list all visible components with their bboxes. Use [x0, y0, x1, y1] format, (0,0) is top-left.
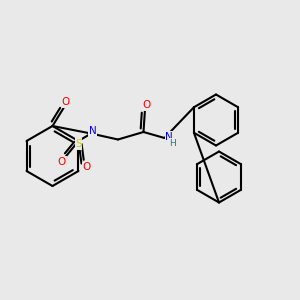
Text: S: S [75, 139, 82, 149]
Text: O: O [62, 97, 70, 107]
Text: O: O [142, 100, 151, 110]
Text: N: N [88, 126, 96, 136]
Text: H: H [169, 139, 176, 148]
Text: O: O [58, 157, 66, 167]
Text: O: O [83, 162, 91, 172]
Text: N: N [165, 131, 173, 142]
